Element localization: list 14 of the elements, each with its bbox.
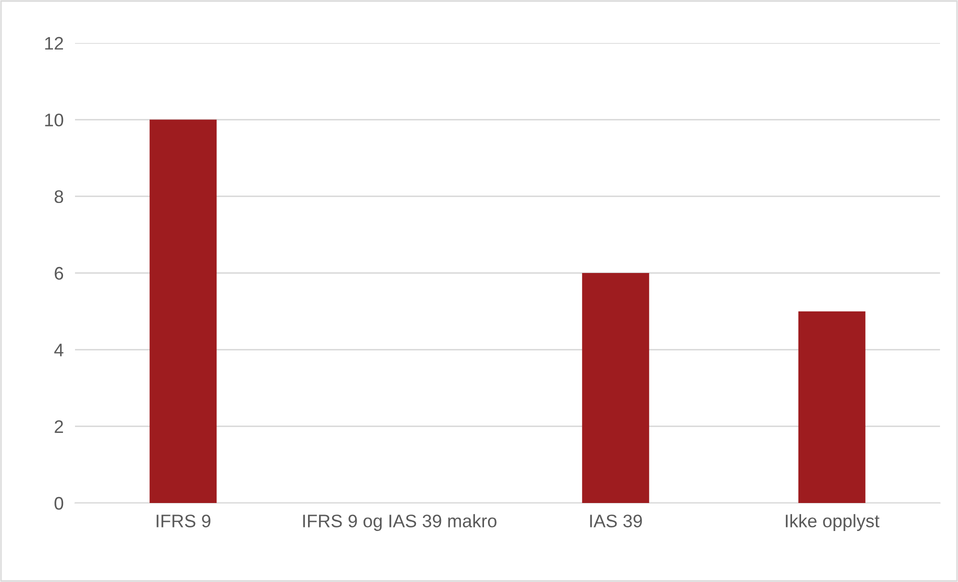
x-tick-label: IFRS 9 bbox=[156, 514, 210, 528]
y-tick-label: 4 bbox=[54, 344, 64, 356]
y-tick-label: 6 bbox=[54, 266, 64, 280]
y-tick-label: 12 bbox=[45, 36, 63, 50]
y-tick-label: 8 bbox=[54, 190, 64, 204]
x-tick-label: Ikke opplyst bbox=[786, 514, 880, 531]
y-tick-label: 2 bbox=[54, 420, 63, 433]
bar bbox=[798, 311, 866, 503]
y-tick-label: 10 bbox=[45, 114, 64, 126]
x-tick-label: IAS 39 bbox=[590, 514, 642, 528]
bar bbox=[582, 273, 650, 503]
x-tick-label: IFRS 9 og IAS 39 makro bbox=[303, 514, 496, 531]
bar bbox=[150, 120, 217, 503]
y-tick-label: 0 bbox=[54, 496, 64, 510]
